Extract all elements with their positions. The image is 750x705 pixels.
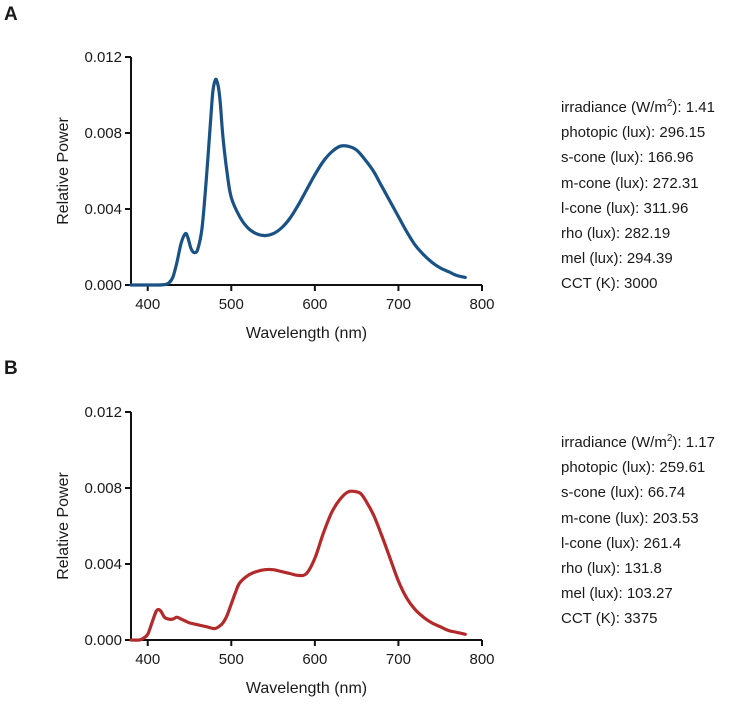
x-tick-label: 700 (386, 296, 411, 313)
y-tick-label: 0.008 (84, 125, 122, 142)
stat-irradiance: irradiance (W/m2): 1.17 (561, 433, 715, 452)
stat-cct: CCT (K): 3375 (561, 610, 658, 628)
x-tick-label: 500 (219, 296, 244, 313)
panel-label-a: A (4, 4, 18, 25)
y-tick-label: 0.008 (84, 480, 122, 497)
series-line (129, 489, 467, 642)
stat-m-cone: m-cone (lux): 203.53 (561, 509, 699, 527)
x-tick-label: 500 (219, 651, 244, 668)
stats-panel-b: irradiance (W/m2): 1.17 photopic (lux): … (561, 430, 715, 632)
y-axis-title: Relative Power (55, 117, 72, 225)
stat-rho: rho (lux): 282.19 (561, 225, 671, 243)
stat-irradiance: irradiance (W/m2): 1.41 (561, 98, 715, 117)
y-axis-title: Relative Power (55, 472, 72, 580)
stats-panel-a: irradiance (W/m2): 1.41 photopic (lux): … (561, 95, 715, 297)
stat-s-cone: s-cone (lux): 66.74 (561, 484, 686, 502)
x-tick-label: 600 (302, 296, 327, 313)
stat-rho: rho (lux): 131.8 (561, 560, 662, 578)
chart-a: 0.000 0.004 0.008 0.012 400 500 600 700 800 Wavel… (55, 49, 495, 342)
stat-photopic: photopic (lux): 296.15 (561, 124, 706, 142)
panel-label-b: B (4, 358, 18, 379)
x-axis-title: Wavelength (nm) (246, 325, 367, 342)
y-tick-label: 0.012 (84, 49, 122, 66)
stat-cct: CCT (K): 3000 (561, 275, 658, 293)
x-tick-label: 600 (302, 651, 327, 668)
stat-mel: mel (lux): 294.39 (561, 250, 673, 268)
y-tick-label: 0.012 (84, 404, 122, 421)
stat-photopic: photopic (lux): 259.61 (561, 459, 706, 477)
stat-mel: mel (lux): 103.27 (561, 585, 673, 603)
stat-l-cone: l-cone (lux): 311.96 (561, 199, 689, 217)
x-tick-label: 800 (469, 651, 494, 668)
x-tick-label: 700 (386, 651, 411, 668)
y-tick-label: 0.004 (84, 201, 122, 218)
stat-m-cone: m-cone (lux): 272.31 (561, 174, 699, 192)
stat-l-cone: l-cone (lux): 261.4 (561, 534, 682, 552)
chart-b: 0.000 0.004 0.008 0.012 400 500 600 700 800 Wavel… (55, 404, 495, 697)
y-tick-label: 0.000 (84, 277, 122, 294)
stat-s-cone: s-cone (lux): 166.96 (561, 149, 694, 167)
series-line (129, 77, 467, 287)
x-axis-title: Wavelength (nm) (246, 680, 367, 697)
x-tick-label: 400 (135, 651, 160, 668)
x-tick-label: 400 (135, 296, 160, 313)
y-tick-label: 0.000 (84, 632, 122, 649)
y-tick-label: 0.004 (84, 556, 122, 573)
x-tick-label: 800 (469, 296, 494, 313)
